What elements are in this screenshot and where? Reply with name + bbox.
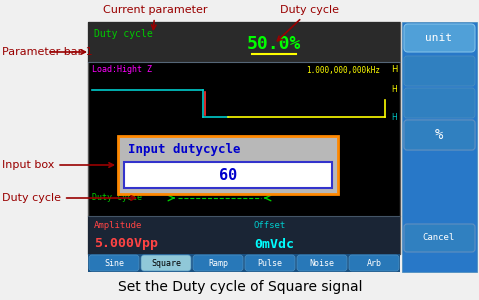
Text: %: % bbox=[435, 128, 443, 142]
Text: Amplitude: Amplitude bbox=[94, 221, 142, 230]
Text: Arb: Arb bbox=[366, 259, 381, 268]
Bar bbox=[118, 136, 338, 194]
Text: Load:Hight Z: Load:Hight Z bbox=[92, 65, 152, 74]
Text: 5.000Vpp: 5.000Vpp bbox=[94, 238, 158, 250]
Text: H: H bbox=[391, 65, 397, 74]
FancyBboxPatch shape bbox=[141, 255, 191, 271]
Bar bbox=[124, 162, 332, 188]
Bar bbox=[88, 216, 400, 254]
FancyBboxPatch shape bbox=[245, 255, 295, 271]
FancyBboxPatch shape bbox=[404, 224, 475, 252]
Text: Noise: Noise bbox=[309, 259, 334, 268]
Text: Duty cycle: Duty cycle bbox=[277, 5, 340, 41]
FancyBboxPatch shape bbox=[193, 255, 243, 271]
Text: Input dutycycle: Input dutycycle bbox=[128, 143, 240, 157]
Bar bbox=[88, 254, 400, 272]
Bar bbox=[88, 22, 400, 62]
Text: Duty cycle: Duty cycle bbox=[94, 29, 153, 39]
FancyBboxPatch shape bbox=[297, 255, 347, 271]
FancyBboxPatch shape bbox=[404, 56, 475, 86]
Text: Offset: Offset bbox=[254, 221, 286, 230]
Bar bbox=[88, 22, 400, 254]
Text: Ramp: Ramp bbox=[208, 259, 228, 268]
Text: Set the Duty cycle of Square signal: Set the Duty cycle of Square signal bbox=[118, 280, 362, 294]
Text: H: H bbox=[391, 112, 397, 122]
Text: 50.0%: 50.0% bbox=[205, 187, 232, 196]
Text: Cancel: Cancel bbox=[423, 233, 455, 242]
Text: Parameter bar 1: Parameter bar 1 bbox=[2, 47, 93, 57]
FancyBboxPatch shape bbox=[404, 24, 475, 52]
FancyBboxPatch shape bbox=[404, 88, 475, 118]
Text: Pulse: Pulse bbox=[258, 259, 283, 268]
FancyBboxPatch shape bbox=[89, 255, 139, 271]
Text: H: H bbox=[391, 85, 397, 94]
Text: Duty cycle: Duty cycle bbox=[92, 194, 142, 202]
Text: 50.0%: 50.0% bbox=[247, 35, 301, 53]
FancyBboxPatch shape bbox=[404, 120, 475, 150]
FancyBboxPatch shape bbox=[404, 120, 475, 150]
Text: 1.000,000,000kHz: 1.000,000,000kHz bbox=[306, 65, 380, 74]
Text: 60: 60 bbox=[219, 167, 237, 182]
Text: Duty cycle: Duty cycle bbox=[2, 193, 136, 203]
FancyBboxPatch shape bbox=[349, 255, 399, 271]
Text: Sine: Sine bbox=[104, 259, 124, 268]
Text: 0mVdc: 0mVdc bbox=[254, 238, 294, 250]
Text: Input box: Input box bbox=[2, 160, 114, 170]
Text: Square: Square bbox=[151, 259, 181, 268]
Text: unit: unit bbox=[425, 33, 453, 43]
Bar bbox=[402, 22, 477, 272]
Text: Current parameter: Current parameter bbox=[103, 5, 207, 29]
